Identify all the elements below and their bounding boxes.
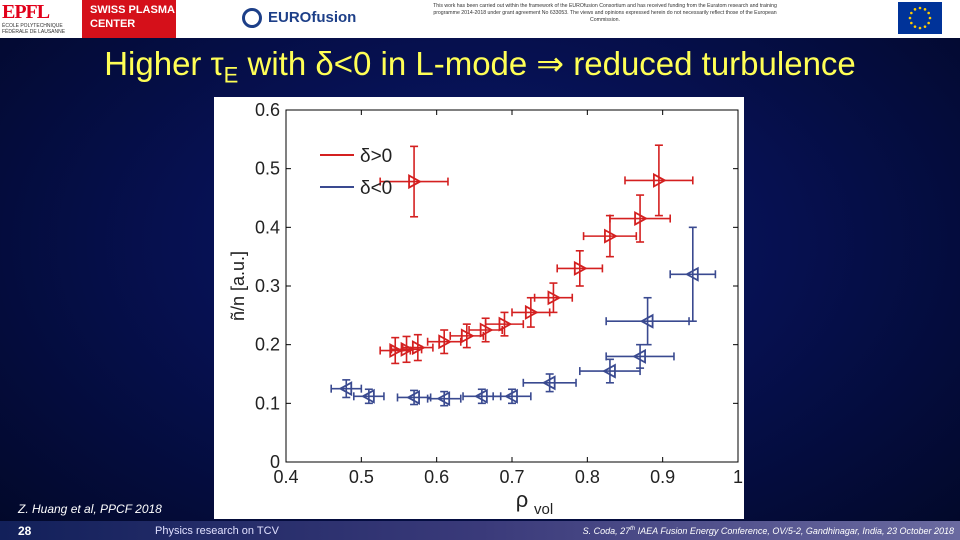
x-tick-label: 0.6 bbox=[424, 467, 449, 487]
data-point-positive-delta bbox=[498, 316, 513, 332]
x-axis-label-subscript: vol bbox=[534, 501, 553, 518]
data-point-positive-delta bbox=[389, 343, 404, 359]
data-point-positive-delta bbox=[652, 172, 667, 188]
data-point-positive-delta bbox=[547, 290, 562, 306]
data-point-positive-delta bbox=[408, 174, 422, 190]
epfl-logo: EPFL ÉCOLE POLYTECHNIQUE FÉDÉRALE DE LAU… bbox=[0, 0, 80, 38]
data-point-negative-delta bbox=[360, 388, 375, 404]
legend-label: δ>0 bbox=[360, 146, 392, 167]
y-tick-label: 0.1 bbox=[255, 393, 280, 413]
eu-star bbox=[910, 11, 913, 15]
x-tick-label: 0.9 bbox=[650, 467, 675, 487]
y-tick-label: 0.6 bbox=[255, 100, 280, 120]
footer-conference-info: S. Coda, 27th IAEA Fusion Energy Confere… bbox=[582, 526, 954, 536]
eu-star bbox=[923, 25, 927, 28]
eu-star bbox=[923, 8, 927, 11]
eurofusion-logo-text: EUROfusion bbox=[268, 9, 357, 26]
eu-star bbox=[918, 6, 922, 10]
eu-star bbox=[913, 25, 917, 28]
logo-banner: EPFL ÉCOLE POLYTECHNIQUE FÉDÉRALE DE LAU… bbox=[0, 0, 960, 38]
data-point-positive-delta bbox=[438, 334, 453, 350]
plot-area-frame bbox=[285, 109, 739, 463]
eu-star bbox=[927, 21, 930, 25]
fluctuation-chart: 0.4 0.5 0.6 0.7 0.8 0.9 1 0 0.1 0.2 0.3 0.4 0.5 0.6 ρ v… bbox=[228, 100, 743, 518]
y-tick-label: 0 bbox=[270, 452, 280, 472]
slide-title: Higher τE with δ<0 in L-mode ⇒ reduced t… bbox=[104, 45, 856, 88]
eu-star bbox=[910, 21, 913, 25]
footer-section-title: Physics research on TCV bbox=[155, 525, 279, 537]
x-axis-label: ρ bbox=[516, 487, 529, 512]
data-point-negative-delta bbox=[473, 388, 488, 404]
x-tick-label: 1 bbox=[733, 467, 743, 487]
eu-star bbox=[928, 16, 932, 20]
y-tick-label: 0.5 bbox=[255, 159, 280, 179]
x-tick-label: 0.7 bbox=[499, 467, 524, 487]
data-point-negative-delta bbox=[639, 313, 654, 329]
eu-flag-icon bbox=[898, 2, 942, 34]
x-tick-label: 0.8 bbox=[575, 467, 600, 487]
data-point-positive-delta bbox=[604, 228, 618, 244]
x-tick-label: 0.5 bbox=[349, 467, 374, 487]
funding-disclaimer: This work has been carried out within th… bbox=[433, 3, 777, 23]
eu-star bbox=[927, 11, 930, 15]
epfl-logo-text: EPFL bbox=[2, 1, 50, 23]
data-point-negative-delta bbox=[436, 391, 451, 407]
data-point-positive-delta bbox=[460, 328, 475, 344]
eu-star bbox=[918, 26, 922, 30]
y-tick-label: 0.2 bbox=[255, 335, 280, 355]
eu-star bbox=[913, 8, 917, 11]
data-point-negative-delta bbox=[602, 363, 616, 379]
spc-logo-text: SWISS PLASMA CENTER bbox=[90, 4, 175, 30]
data-point-negative-delta bbox=[684, 266, 699, 282]
chart-panel: 0.4 0.5 0.6 0.7 0.8 0.9 1 0 0.1 0.2 0.3 0.4 0.5 0.6 ρ v… bbox=[214, 97, 744, 519]
page-number: 28 bbox=[18, 524, 32, 538]
y-axis-label: ñ/n [a.u.] bbox=[228, 251, 248, 321]
epfl-logo-subtitle: ÉCOLE POLYTECHNIQUE FÉDÉRALE DE LAUSANNE bbox=[2, 23, 66, 35]
swiss-plasma-center-logo: SWISS PLASMA CENTER bbox=[82, 0, 176, 38]
data-point-negative-delta bbox=[632, 348, 646, 364]
data-point-positive-delta bbox=[634, 211, 648, 227]
data-point-positive-delta bbox=[400, 341, 415, 357]
eurofusion-globe-icon bbox=[242, 8, 262, 28]
data-point-negative-delta bbox=[504, 388, 518, 404]
citation: Z. Huang et al, PPCF 2018 bbox=[18, 502, 162, 516]
y-tick-label: 0.4 bbox=[255, 217, 280, 237]
data-point-positive-delta bbox=[524, 304, 539, 320]
data-point-positive-delta bbox=[411, 340, 426, 356]
data-point-negative-delta bbox=[338, 381, 353, 397]
legend-label: δ<0 bbox=[360, 178, 392, 199]
data-point-negative-delta bbox=[541, 375, 556, 391]
x-tick-label: 0.4 bbox=[273, 467, 298, 487]
y-tick-label: 0.3 bbox=[255, 276, 280, 296]
eu-star bbox=[908, 16, 912, 20]
data-point-negative-delta bbox=[406, 389, 420, 405]
data-point-positive-delta bbox=[573, 260, 588, 276]
footer-bar bbox=[0, 521, 960, 540]
